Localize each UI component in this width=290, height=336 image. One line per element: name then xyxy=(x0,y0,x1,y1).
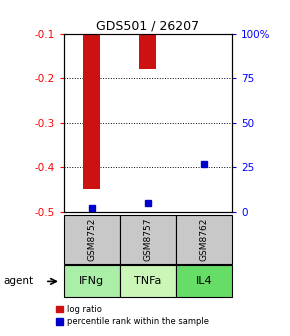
Bar xyxy=(139,34,156,69)
Bar xyxy=(64,265,120,297)
Text: IFNg: IFNg xyxy=(79,277,104,286)
Text: GSM8762: GSM8762 xyxy=(200,218,209,261)
Bar xyxy=(120,215,176,264)
Bar xyxy=(120,265,176,297)
Text: GSM8757: GSM8757 xyxy=(143,218,153,261)
Bar xyxy=(195,34,212,35)
Bar xyxy=(176,265,232,297)
Text: IL4: IL4 xyxy=(196,277,212,286)
Bar xyxy=(64,215,120,264)
Bar xyxy=(176,215,232,264)
Text: GSM8752: GSM8752 xyxy=(87,218,96,261)
Legend: log ratio, percentile rank within the sample: log ratio, percentile rank within the sa… xyxy=(56,305,209,326)
Text: agent: agent xyxy=(3,277,33,286)
Title: GDS501 / 26207: GDS501 / 26207 xyxy=(96,19,200,33)
Bar xyxy=(84,34,100,190)
Text: TNFa: TNFa xyxy=(134,277,162,286)
